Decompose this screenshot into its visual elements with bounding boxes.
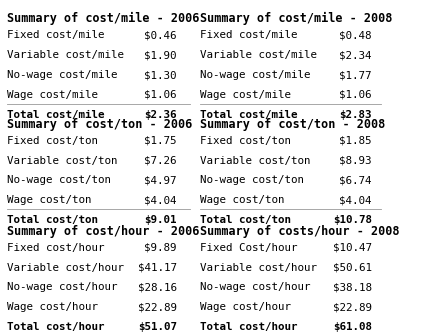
Text: Total cost/ton: Total cost/ton bbox=[6, 215, 98, 225]
Text: $1.30: $1.30 bbox=[144, 70, 176, 80]
Text: $7.26: $7.26 bbox=[144, 156, 176, 166]
Text: No-wage cost/ton: No-wage cost/ton bbox=[199, 175, 303, 185]
Text: Total cost/mile: Total cost/mile bbox=[199, 110, 296, 120]
Text: Variable cost/hour: Variable cost/hour bbox=[199, 263, 316, 273]
Text: $50.61: $50.61 bbox=[332, 263, 371, 273]
Text: $28.16: $28.16 bbox=[138, 283, 176, 293]
Text: $1.90: $1.90 bbox=[144, 50, 176, 60]
Text: No-wage cost/mile: No-wage cost/mile bbox=[6, 70, 117, 80]
Text: Variable cost/ton: Variable cost/ton bbox=[199, 156, 310, 166]
Text: No-wage cost/mile: No-wage cost/mile bbox=[199, 70, 310, 80]
Text: Fixed cost/hour: Fixed cost/hour bbox=[6, 243, 104, 253]
Text: Summary of cost/ton - 2008: Summary of cost/ton - 2008 bbox=[199, 118, 384, 131]
Text: $51.07: $51.07 bbox=[138, 322, 176, 332]
Text: Variable cost/ton: Variable cost/ton bbox=[6, 156, 117, 166]
Text: $1.06: $1.06 bbox=[144, 90, 176, 100]
Text: $2.34: $2.34 bbox=[339, 50, 371, 60]
Text: Wage cost/mile: Wage cost/mile bbox=[6, 90, 98, 100]
Text: Fixed cost/mile: Fixed cost/mile bbox=[6, 30, 104, 40]
Text: Wage cost/hour: Wage cost/hour bbox=[199, 302, 290, 312]
Text: $22.89: $22.89 bbox=[332, 302, 371, 312]
Text: Total cost/hour: Total cost/hour bbox=[6, 322, 104, 332]
Text: $38.18: $38.18 bbox=[332, 283, 371, 293]
Text: Total cost/hour: Total cost/hour bbox=[199, 322, 296, 332]
Text: No-wage cost/ton: No-wage cost/ton bbox=[6, 175, 110, 185]
Text: $10.47: $10.47 bbox=[332, 243, 371, 253]
Text: $1.77: $1.77 bbox=[339, 70, 371, 80]
Text: Summary of cost/hour - 2006: Summary of cost/hour - 2006 bbox=[6, 224, 199, 237]
Text: $9.89: $9.89 bbox=[144, 243, 176, 253]
Text: $2.36: $2.36 bbox=[144, 110, 176, 120]
Text: $1.06: $1.06 bbox=[339, 90, 371, 100]
Text: $41.17: $41.17 bbox=[138, 263, 176, 273]
Text: $1.85: $1.85 bbox=[339, 136, 371, 146]
Text: $22.89: $22.89 bbox=[138, 302, 176, 312]
Text: $61.08: $61.08 bbox=[332, 322, 371, 332]
Text: Fixed cost/ton: Fixed cost/ton bbox=[6, 136, 98, 146]
Text: $4.04: $4.04 bbox=[144, 195, 176, 205]
Text: $0.46: $0.46 bbox=[144, 30, 176, 40]
Text: Fixed cost/mile: Fixed cost/mile bbox=[199, 30, 296, 40]
Text: $8.93: $8.93 bbox=[339, 156, 371, 166]
Text: $0.48: $0.48 bbox=[339, 30, 371, 40]
Text: $1.75: $1.75 bbox=[144, 136, 176, 146]
Text: Total cost/mile: Total cost/mile bbox=[6, 110, 104, 120]
Text: Wage cost/ton: Wage cost/ton bbox=[6, 195, 91, 205]
Text: Fixed cost/ton: Fixed cost/ton bbox=[199, 136, 290, 146]
Text: Fixed Cost/hour: Fixed Cost/hour bbox=[199, 243, 296, 253]
Text: No-wage cost/hour: No-wage cost/hour bbox=[6, 283, 117, 293]
Text: Variable cost/hour: Variable cost/hour bbox=[6, 263, 123, 273]
Text: $4.97: $4.97 bbox=[144, 175, 176, 185]
Text: Summary of cost/ton - 2006: Summary of cost/ton - 2006 bbox=[6, 118, 191, 131]
Text: Summary of cost/mile - 2006: Summary of cost/mile - 2006 bbox=[6, 12, 199, 25]
Text: Wage cost/ton: Wage cost/ton bbox=[199, 195, 284, 205]
Text: Summary of costs/hour - 2008: Summary of costs/hour - 2008 bbox=[199, 224, 398, 237]
Text: Wage cost/hour: Wage cost/hour bbox=[6, 302, 98, 312]
Text: Summary of cost/mile - 2008: Summary of cost/mile - 2008 bbox=[199, 12, 391, 25]
Text: Variable cost/mile: Variable cost/mile bbox=[199, 50, 316, 60]
Text: Total cost/ton: Total cost/ton bbox=[199, 215, 290, 225]
Text: $6.74: $6.74 bbox=[339, 175, 371, 185]
Text: $9.01: $9.01 bbox=[144, 215, 176, 225]
Text: Variable cost/mile: Variable cost/mile bbox=[6, 50, 123, 60]
Text: No-wage cost/hour: No-wage cost/hour bbox=[199, 283, 310, 293]
Text: Wage cost/mile: Wage cost/mile bbox=[199, 90, 290, 100]
Text: $2.83: $2.83 bbox=[339, 110, 371, 120]
Text: $4.04: $4.04 bbox=[339, 195, 371, 205]
Text: $10.78: $10.78 bbox=[332, 215, 371, 225]
